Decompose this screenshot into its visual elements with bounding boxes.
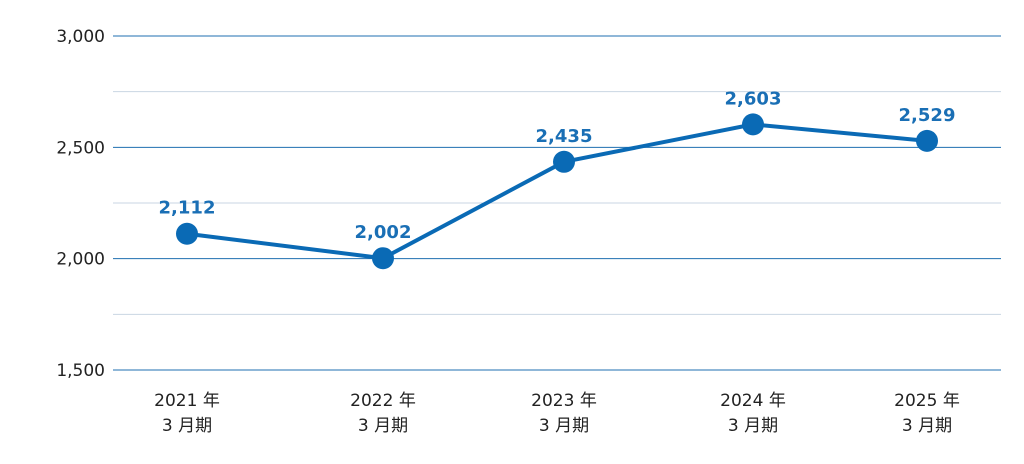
data-labels: 2,112 2,002 2,435 2,603 2,529 [159,88,956,243]
x-tick-label-line: 3 月期 [728,416,778,436]
x-tick-label-line: 2021 年 [154,391,220,411]
x-tick-label-line: 2023 年 [531,391,597,411]
x-tick-label: 2023 年 3 月期 [531,391,597,436]
y-tick-label: 2,500 [56,138,105,158]
x-tick-label: 2024 年 3 月期 [720,391,786,436]
x-tick-label-line: 2024 年 [720,391,786,411]
data-point [372,247,394,270]
x-tick-label-line: 2022 年 [350,391,416,411]
x-tick-label-line: 3 月期 [358,416,408,436]
y-tick-label: 3,000 [56,27,105,47]
data-label: 2,603 [725,88,782,109]
data-point [553,150,575,173]
x-axis: 2021 年 3 月期 2022 年 3 月期 2023 年 3 月期 2024 年 3 月期… [154,391,960,436]
x-tick-label: 2022 年 3 月期 [350,391,416,436]
data-point [916,129,938,152]
x-tick-label-line: 3 月期 [902,416,952,436]
series-line-group [176,113,938,270]
data-label: 2,435 [536,126,593,147]
y-tick-label: 1,500 [56,361,105,381]
data-point [176,222,198,245]
x-tick-label-line: 3 月期 [162,416,212,436]
x-tick-label-line: 3 月期 [539,416,589,436]
x-tick-label: 2021 年 3 月期 [154,391,220,436]
data-label: 2,112 [159,198,216,219]
data-label: 2,002 [355,222,412,243]
grid-lines [113,35,1001,371]
x-tick-label-line: 2025 年 [894,391,960,411]
y-tick-label: 2,000 [56,250,105,270]
data-point [742,113,764,136]
data-label: 2,529 [899,105,956,126]
x-tick-label: 2025 年 3 月期 [894,391,960,436]
y-axis: 1,500 2,000 2,500 3,000 [56,27,105,381]
